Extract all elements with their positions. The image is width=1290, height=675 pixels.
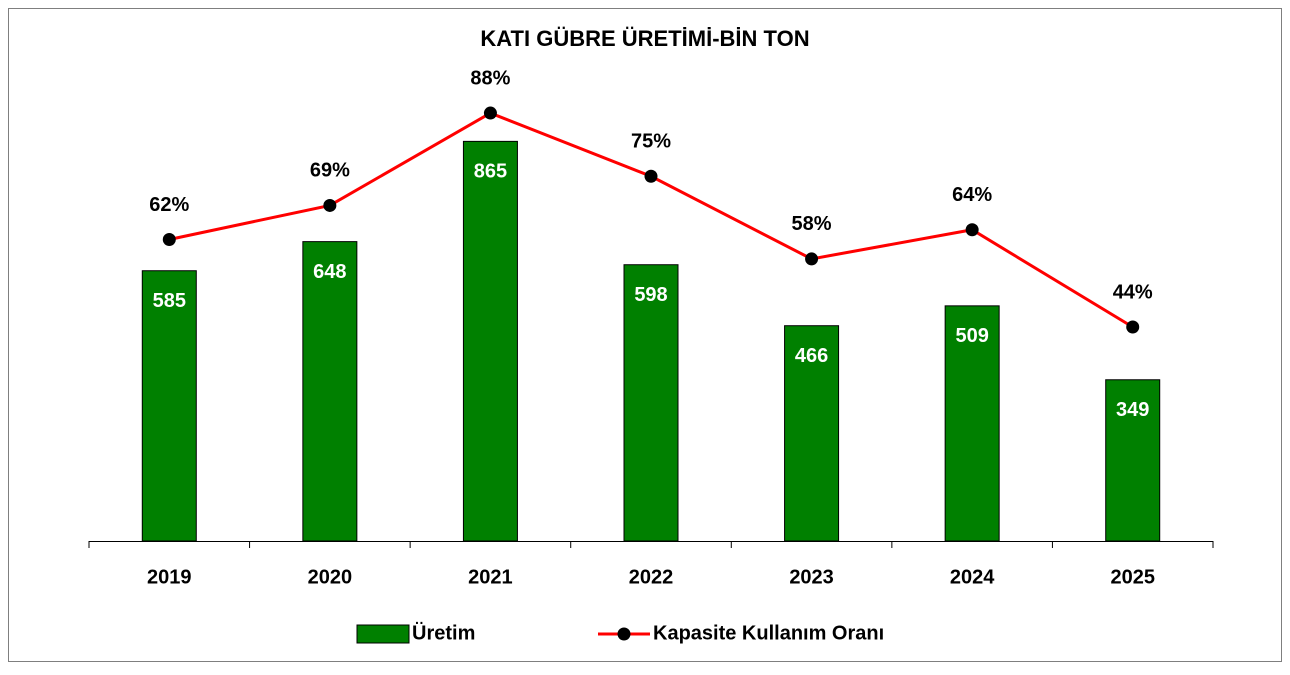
x-tick-label: 2025 bbox=[1110, 566, 1155, 588]
bar-value-label: 585 bbox=[153, 290, 186, 312]
line-marker bbox=[805, 252, 819, 266]
x-tick-label: 2019 bbox=[147, 566, 192, 588]
bar bbox=[944, 305, 1000, 542]
bar bbox=[623, 264, 679, 542]
bar-value-label: 598 bbox=[634, 284, 667, 306]
line-value-label: 69% bbox=[310, 160, 350, 182]
bar-value-label: 509 bbox=[955, 325, 988, 347]
line-value-label: 75% bbox=[631, 131, 671, 153]
x-tick-label: 2024 bbox=[950, 566, 995, 588]
x-tick-label: 2020 bbox=[308, 566, 353, 588]
bar bbox=[302, 241, 358, 542]
line-marker bbox=[1126, 320, 1140, 334]
line-marker bbox=[965, 223, 979, 237]
legend-swatch bbox=[617, 627, 631, 641]
x-tick-label: 2022 bbox=[629, 566, 674, 588]
legend-swatch bbox=[356, 624, 410, 644]
bar-value-label: 466 bbox=[795, 345, 828, 367]
chart-title: KATI GÜBRE ÜRETİMİ-BİN TON bbox=[480, 26, 809, 51]
line-value-label: 88% bbox=[470, 67, 510, 89]
legend-label: Kapasite Kullanım Oranı bbox=[653, 622, 884, 644]
line-marker bbox=[644, 169, 658, 183]
line-marker bbox=[162, 232, 176, 246]
bar bbox=[141, 270, 197, 542]
line-value-label: 62% bbox=[149, 194, 189, 216]
line-value-label: 64% bbox=[952, 184, 992, 206]
x-tick-label: 2021 bbox=[468, 566, 513, 588]
bar-value-label: 648 bbox=[313, 261, 346, 283]
bar-value-label: 865 bbox=[474, 161, 507, 183]
line-value-label: 44% bbox=[1113, 281, 1153, 303]
x-tick-label: 2023 bbox=[789, 566, 834, 588]
bar bbox=[784, 325, 840, 542]
line-marker bbox=[483, 106, 497, 120]
bar bbox=[462, 140, 518, 542]
bar-value-label: 349 bbox=[1116, 399, 1149, 421]
legend-label: Üretim bbox=[412, 621, 475, 644]
bar bbox=[1105, 379, 1161, 542]
line-value-label: 58% bbox=[792, 213, 832, 235]
line-marker bbox=[323, 198, 337, 212]
